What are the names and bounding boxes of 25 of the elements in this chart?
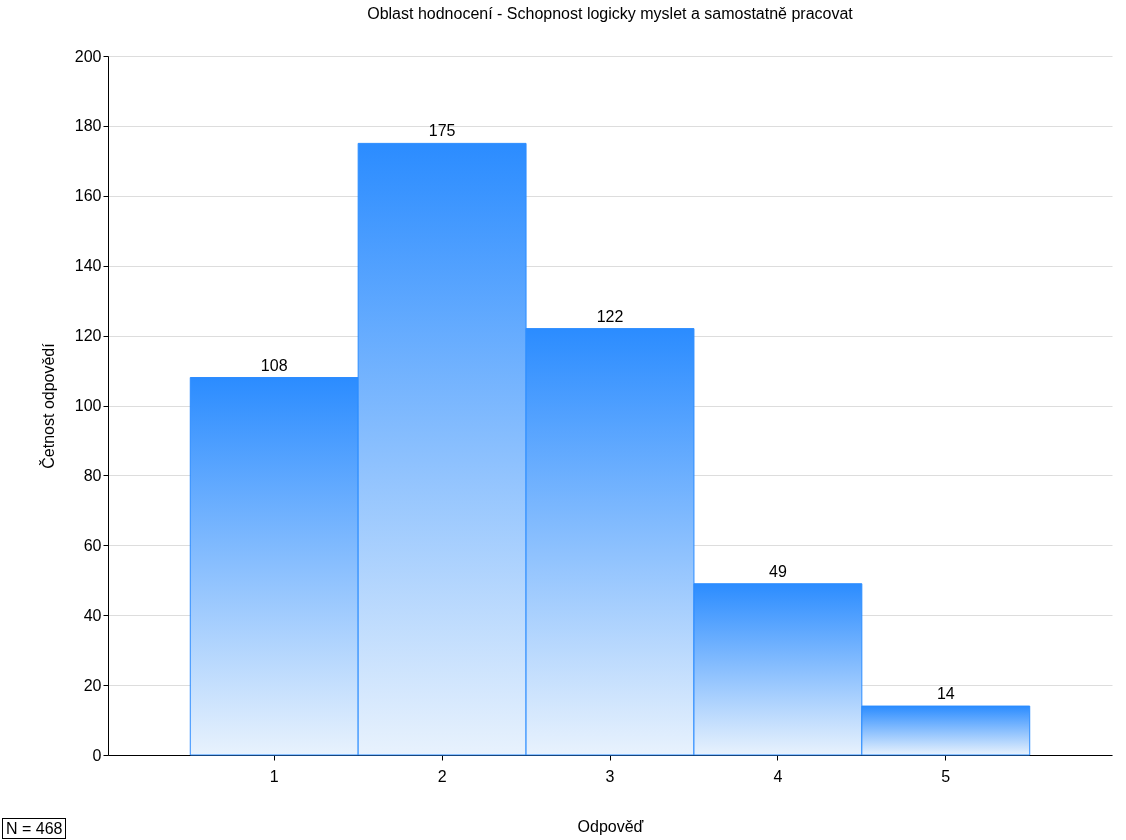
data-label: 108: [260, 356, 288, 374]
x-tick-label: 5: [941, 767, 951, 785]
y-tick-label: 180: [74, 117, 102, 135]
x-tick-label: 3: [605, 767, 615, 785]
y-tick-label: 40: [83, 606, 102, 624]
y-tick-label: 100: [74, 397, 102, 414]
y-tick-label: 0: [92, 746, 102, 764]
y-tick-label: 80: [83, 466, 102, 484]
y-tick-label: 160: [74, 187, 102, 205]
data-label: 14: [936, 685, 955, 703]
data-label: 175: [428, 122, 456, 140]
y-tick-label: 120: [74, 327, 102, 345]
x-tick-label: 4: [773, 767, 783, 785]
y-tick-label: 60: [83, 536, 102, 554]
data-label: 49: [768, 562, 787, 580]
y-tick-label: 200: [74, 47, 102, 65]
y-tick-label: 20: [83, 676, 102, 694]
y-axis-title: Četnost odpovědí: [38, 342, 57, 469]
text: N = 468: [2, 818, 67, 839]
x-tick-label: 2: [437, 767, 447, 785]
y-tick-label: 140: [74, 257, 102, 275]
chart-title: Oblast hodnocení - Schopnost logicky myslet a samostatně pracovat: [367, 5, 854, 22]
x-axis-title: Odpověď: [577, 817, 644, 835]
x-tick-label: 1: [269, 767, 279, 785]
data-label: 122: [596, 307, 624, 325]
